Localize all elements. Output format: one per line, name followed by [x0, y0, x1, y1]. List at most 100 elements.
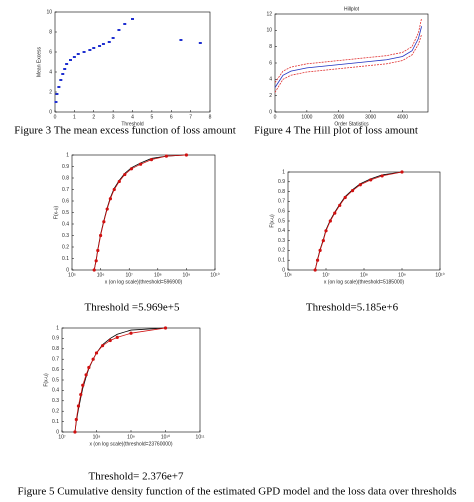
- y-tick-label: 8: [49, 29, 52, 35]
- y-tick-label: 2: [269, 93, 272, 99]
- data-point: [333, 211, 337, 215]
- data-point: [129, 167, 134, 171]
- data-point: [380, 174, 384, 178]
- data-point: [163, 326, 168, 330]
- data-point: [98, 45, 102, 47]
- x-tick-label: 2000: [333, 114, 344, 120]
- data-point: [149, 158, 154, 162]
- y-tick-label: 0: [56, 429, 59, 435]
- series-line: [74, 327, 166, 433]
- x-tick-label: 10⁶: [97, 272, 105, 278]
- data-point: [72, 56, 76, 58]
- y-tick-label: 0.9: [52, 336, 59, 342]
- data-point: [92, 47, 96, 49]
- y-axis-label: F(x-u): [269, 214, 275, 228]
- data-point: [321, 239, 325, 243]
- data-point: [91, 357, 95, 361]
- data-point: [74, 417, 78, 422]
- data-point: [315, 258, 320, 262]
- x-tick-label: 1: [73, 114, 76, 120]
- plot-frame: [54, 11, 211, 113]
- y-tick-label: 0: [282, 267, 285, 273]
- data-point: [108, 197, 112, 201]
- y-tick-label: 0.4: [62, 221, 69, 227]
- y-tick-label: 0.4: [278, 228, 285, 234]
- y-axis-label: F(x-u): [43, 373, 49, 387]
- data-point: [63, 68, 67, 70]
- data-point: [318, 248, 322, 252]
- y-tick-label: 0.2: [62, 244, 69, 250]
- y-tick-label: 0.1: [278, 258, 285, 264]
- x-axis-label: Order Statistics: [334, 121, 369, 127]
- y-tick-label: 0: [66, 267, 69, 273]
- y-tick-label: 0.6: [62, 198, 69, 204]
- y-tick-label: 0.6: [278, 209, 285, 215]
- data-point: [96, 248, 100, 253]
- chart-caption: Threshold =5.969e+5: [85, 302, 180, 314]
- data-point: [107, 41, 111, 43]
- plot-frame: [287, 171, 441, 271]
- x-axis-label: x (on log scale)(threshold=23760000): [90, 441, 173, 447]
- data-point: [105, 207, 109, 211]
- data-point: [100, 344, 105, 348]
- data-point: [54, 101, 58, 103]
- x-tick-label: 10⁷: [322, 272, 330, 278]
- data-point: [123, 23, 127, 25]
- y-tick-label: 0.2: [278, 248, 285, 254]
- x-tick-label: 10⁵: [68, 272, 76, 278]
- y-tick-label: 8: [269, 44, 272, 50]
- data-point: [69, 59, 72, 61]
- y-tick-label: 0.3: [62, 233, 69, 239]
- x-tick-label: 1000: [301, 114, 312, 120]
- data-point: [123, 172, 127, 177]
- data-point: [358, 183, 362, 187]
- x-tick-label: 3000: [365, 114, 376, 120]
- data-point: [61, 73, 65, 75]
- data-point: [84, 373, 88, 377]
- x-tick-label: 10⁹: [183, 272, 191, 278]
- x-tick-label: 6: [170, 114, 173, 120]
- chart-title: Hillplot: [344, 6, 360, 12]
- y-tick-label: 0.7: [278, 199, 285, 205]
- y-tick-label: 0.5: [278, 218, 285, 224]
- y-tick-label: 4: [269, 77, 272, 83]
- x-tick-label: 10¹⁰: [161, 434, 170, 440]
- series-line: [274, 26, 423, 88]
- x-tick-label: 10⁸: [154, 272, 162, 278]
- y-tick-label: 0.5: [62, 210, 69, 216]
- plot-frame: [61, 327, 201, 433]
- y-tick-label: 10: [266, 28, 272, 34]
- chart-caption: Figure 3 The mean excess function of los…: [14, 125, 236, 137]
- x-tick-label: 10⁶: [284, 272, 292, 278]
- x-tick-label: 10⁹: [127, 434, 135, 440]
- y-tick-label: 0.7: [62, 187, 69, 193]
- x-tick-label: 4000: [397, 114, 408, 120]
- data-point: [76, 53, 80, 55]
- y-tick-label: 0.8: [278, 189, 285, 195]
- data-point: [117, 29, 121, 31]
- y-tick-label: 10: [46, 9, 52, 15]
- y-tick-label: 0.6: [52, 367, 59, 373]
- y-tick-label: 0.8: [52, 346, 59, 352]
- data-point: [102, 220, 106, 224]
- data-point: [328, 219, 332, 223]
- data-point: [57, 86, 61, 88]
- y-tick-label: 4: [49, 69, 52, 75]
- data-point: [101, 43, 105, 45]
- series-line: [93, 154, 187, 271]
- y-tick-label: 0.4: [52, 388, 59, 394]
- plot-frame: [71, 154, 216, 271]
- data-point: [117, 179, 121, 184]
- data-point: [343, 195, 347, 200]
- y-tick-label: 0.5: [52, 377, 59, 383]
- x-axis-label: x (on log scale)(threshold=596900): [105, 279, 183, 285]
- data-point: [115, 335, 119, 339]
- data-point: [55, 93, 59, 95]
- series-line: [274, 34, 423, 93]
- series-line: [314, 171, 403, 271]
- y-tick-label: 0.7: [52, 357, 59, 363]
- x-tick-label: 4: [131, 114, 134, 120]
- data-point: [79, 392, 83, 397]
- series-line: [314, 171, 403, 271]
